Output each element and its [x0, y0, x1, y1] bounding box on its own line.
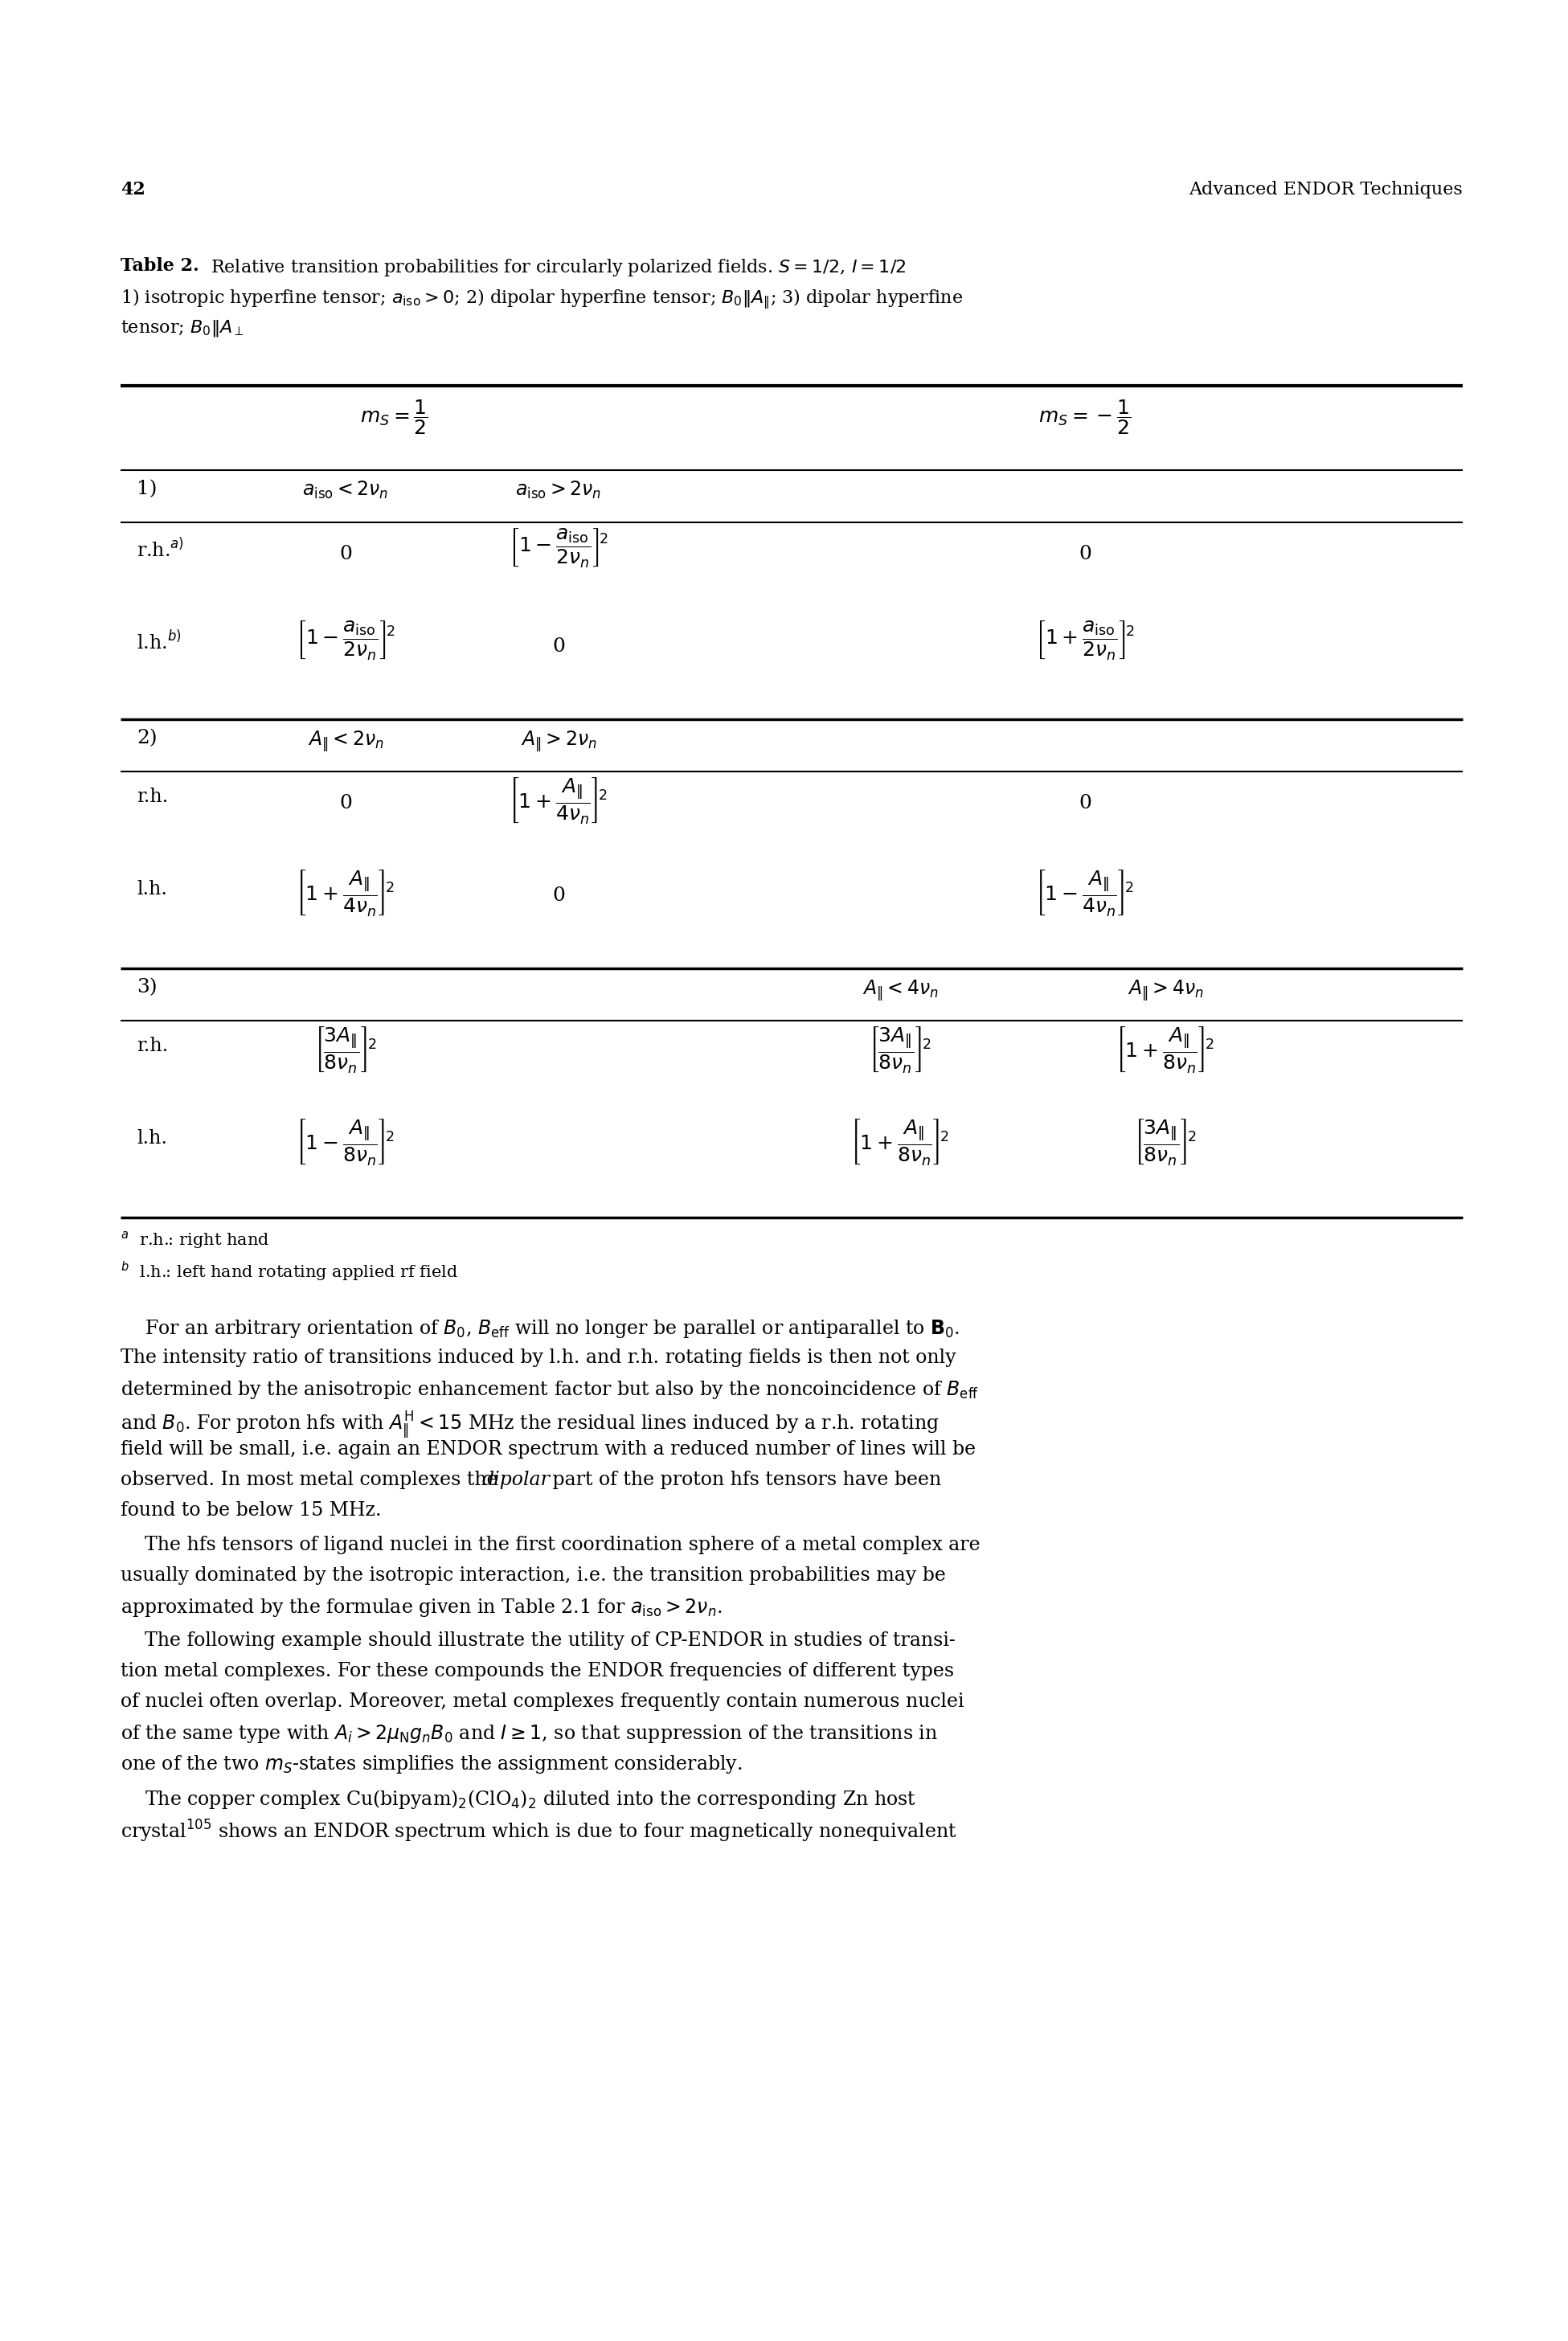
Text: $\left[1 + \dfrac{A_\|}{4\nu_n}\right]^{\!2}$: $\left[1 + \dfrac{A_\|}{4\nu_n}\right]^{…: [296, 869, 395, 918]
Text: 2): 2): [136, 728, 157, 747]
Text: approximated by the formulae given in Table 2.1 for $a_{\mathrm{iso}} > 2\nu_n$.: approximated by the formulae given in Ta…: [121, 1597, 723, 1618]
Text: l.h.: l.h.: [136, 1128, 168, 1147]
Text: $\left[1 + \dfrac{A_\|}{4\nu_n}\right]^{\!2}$: $\left[1 + \dfrac{A_\|}{4\nu_n}\right]^{…: [510, 775, 608, 826]
Text: l.h.$^{b)}$: l.h.$^{b)}$: [136, 630, 182, 653]
Text: r.h.: r.h.: [136, 1037, 168, 1056]
Text: determined by the anisotropic enhancement factor but also by the noncoincidence : determined by the anisotropic enhancemen…: [121, 1379, 978, 1400]
Text: $\left[1 - \dfrac{A_\|}{4\nu_n}\right]^{\!2}$: $\left[1 - \dfrac{A_\|}{4\nu_n}\right]^{…: [1035, 869, 1135, 918]
Text: $^a$  r.h.: right hand: $^a$ r.h.: right hand: [121, 1229, 270, 1250]
Text: $A_\| < 2\nu_n$: $A_\| < 2\nu_n$: [307, 728, 384, 754]
Text: $m_S = \dfrac{1}{2}$: $m_S = \dfrac{1}{2}$: [359, 398, 428, 435]
Text: observed. In most metal complexes the: observed. In most metal complexes the: [121, 1470, 503, 1489]
Text: tion metal complexes. For these compounds the ENDOR frequencies of different typ: tion metal complexes. For these compound…: [121, 1662, 953, 1681]
Text: 0: 0: [1079, 545, 1091, 564]
Text: Table 2.: Table 2.: [121, 258, 199, 274]
Text: $A_\| > 2\nu_n$: $A_\| > 2\nu_n$: [521, 728, 597, 754]
Text: 0: 0: [339, 794, 351, 812]
Text: $m_S = -\dfrac{1}{2}$: $m_S = -\dfrac{1}{2}$: [1038, 398, 1132, 435]
Text: The following example should illustrate the utility of CP-ENDOR in studies of tr: The following example should illustrate …: [121, 1632, 955, 1650]
Text: $a_{\mathrm{iso}} > 2\nu_n$: $a_{\mathrm{iso}} > 2\nu_n$: [516, 480, 602, 501]
Text: r.h.$^{a)}$: r.h.$^{a)}$: [136, 538, 183, 562]
Text: $A_\| < 4\nu_n$: $A_\| < 4\nu_n$: [862, 979, 938, 1002]
Text: dipolar: dipolar: [483, 1470, 550, 1489]
Text: $\left[1 + \dfrac{A_\|}{8\nu_n}\right]^{\!2}$: $\left[1 + \dfrac{A_\|}{8\nu_n}\right]^{…: [1116, 1025, 1215, 1075]
Text: $\left[1 - \dfrac{A_\|}{8\nu_n}\right]^{\!2}$: $\left[1 - \dfrac{A_\|}{8\nu_n}\right]^{…: [296, 1117, 395, 1166]
Text: usually dominated by the isotropic interaction, i.e. the transition probabilitie: usually dominated by the isotropic inter…: [121, 1566, 946, 1585]
Text: $\left[1 - \dfrac{a_{\mathrm{iso}}}{2\nu_n}\right]^{\!2}$: $\left[1 - \dfrac{a_{\mathrm{iso}}}{2\nu…: [508, 527, 608, 569]
Text: of the same type with $A_i > 2\mu_{\mathrm{N}}g_nB_0$ and $I \geq 1$, so that su: of the same type with $A_i > 2\mu_{\math…: [121, 1723, 938, 1744]
Text: The intensity ratio of transitions induced by l.h. and r.h. rotating fields is t: The intensity ratio of transitions induc…: [121, 1348, 956, 1367]
Text: $\left[\dfrac{3A_\|}{8\nu_n}\right]^{\!2}$: $\left[\dfrac{3A_\|}{8\nu_n}\right]^{\!2…: [1134, 1117, 1196, 1166]
Text: 0: 0: [552, 637, 564, 655]
Text: and $B_0$. For proton hfs with $A_\|^{\mathrm{H}} < 15$ MHz the residual lines i: and $B_0$. For proton hfs with $A_\|^{\m…: [121, 1409, 939, 1440]
Text: $a_{\mathrm{iso}} < 2\nu_n$: $a_{\mathrm{iso}} < 2\nu_n$: [303, 480, 389, 501]
Text: $\left[1 + \dfrac{a_{\mathrm{iso}}}{2\nu_n}\right]^{\!2}$: $\left[1 + \dfrac{a_{\mathrm{iso}}}{2\nu…: [1035, 618, 1135, 663]
Text: tensor; $B_0\|A_\perp$: tensor; $B_0\|A_\perp$: [121, 318, 245, 339]
Text: 0: 0: [552, 887, 564, 906]
Text: $A_\| > 4\nu_n$: $A_\| > 4\nu_n$: [1127, 979, 1204, 1002]
Text: 3): 3): [136, 979, 157, 997]
Text: part of the proton hfs tensors have been: part of the proton hfs tensors have been: [547, 1470, 941, 1489]
Text: of nuclei often overlap. Moreover, metal complexes frequently contain numerous n: of nuclei often overlap. Moreover, metal…: [121, 1693, 964, 1711]
Text: l.h.: l.h.: [136, 880, 168, 899]
Text: field will be small, i.e. again an ENDOR spectrum with a reduced number of lines: field will be small, i.e. again an ENDOR…: [121, 1440, 975, 1458]
Text: crystal$^{105}$ shows an ENDOR spectrum which is due to four magnetically nonequ: crystal$^{105}$ shows an ENDOR spectrum …: [121, 1819, 956, 1845]
Text: 0: 0: [339, 545, 351, 564]
Text: Relative transition probabilities for circularly polarized fields. $S = 1/2$, $I: Relative transition probabilities for ci…: [210, 258, 906, 279]
Text: $\left[\dfrac{3A_\|}{8\nu_n}\right]^{\!2}$: $\left[\dfrac{3A_\|}{8\nu_n}\right]^{\!2…: [315, 1025, 376, 1075]
Text: The copper complex Cu(bipyam)$_2$(ClO$_4$)$_2$ diluted into the corresponding Zn: The copper complex Cu(bipyam)$_2$(ClO$_4…: [121, 1789, 916, 1810]
Text: one of the two $m_S$-states simplifies the assignment considerably.: one of the two $m_S$-states simplifies t…: [121, 1753, 742, 1774]
Text: For an arbitrary orientation of $B_0$, $B_{\mathrm{eff}}$ will no longer be para: For an arbitrary orientation of $B_0$, $…: [121, 1318, 960, 1339]
Text: 1): 1): [136, 480, 157, 499]
Text: Advanced ENDOR Techniques: Advanced ENDOR Techniques: [1189, 180, 1463, 199]
Text: The hfs tensors of ligand nuclei in the first coordination sphere of a metal com: The hfs tensors of ligand nuclei in the …: [121, 1536, 980, 1554]
Text: 42: 42: [121, 180, 146, 199]
Text: $\left[\dfrac{3A_\|}{8\nu_n}\right]^{\!2}$: $\left[\dfrac{3A_\|}{8\nu_n}\right]^{\!2…: [869, 1025, 931, 1075]
Text: $\left[1 + \dfrac{A_\|}{8\nu_n}\right]^{\!2}$: $\left[1 + \dfrac{A_\|}{8\nu_n}\right]^{…: [850, 1117, 950, 1166]
Text: 0: 0: [1079, 794, 1091, 812]
Text: found to be below 15 MHz.: found to be below 15 MHz.: [121, 1501, 381, 1519]
Text: r.h.: r.h.: [136, 787, 168, 805]
Text: $^b$  l.h.: left hand rotating applied rf field: $^b$ l.h.: left hand rotating applied rf…: [121, 1259, 458, 1283]
Text: 1) isotropic hyperfine tensor; $a_{\mathrm{iso}} > 0$; 2) dipolar hyperfine tens: 1) isotropic hyperfine tensor; $a_{\math…: [121, 288, 963, 311]
Text: $\left[1 - \dfrac{a_{\mathrm{iso}}}{2\nu_n}\right]^{\!2}$: $\left[1 - \dfrac{a_{\mathrm{iso}}}{2\nu…: [296, 618, 395, 663]
